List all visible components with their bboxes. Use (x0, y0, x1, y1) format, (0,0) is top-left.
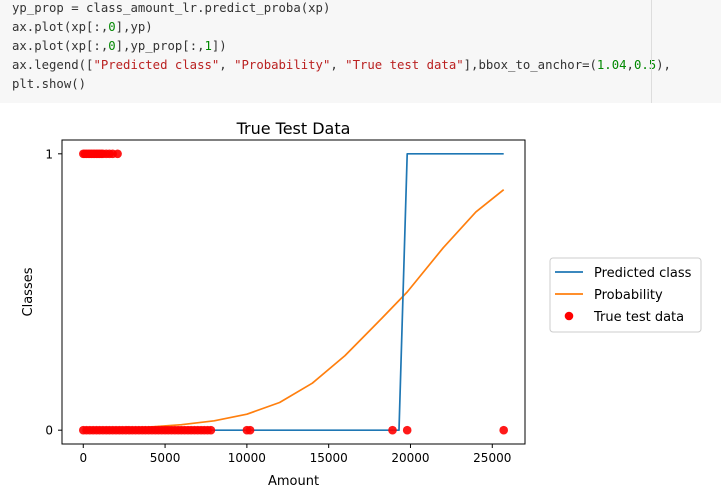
code-number-token: 0 (108, 39, 116, 53)
true-test-data-point (402, 425, 412, 435)
code-token: plt.show() (12, 77, 87, 91)
plot-frame (61, 139, 526, 445)
code-divider (651, 0, 652, 103)
code-line: ax.plot(xp[:,0],yp) (12, 18, 153, 37)
true-test-data-point (388, 425, 397, 435)
code-number-token: 1.04 (596, 58, 627, 72)
y-tick-label: 1 (45, 147, 53, 161)
code-token: ), (656, 58, 671, 72)
chart-output: True Test Data 0 5000 10000 15000 20000 25000 0… (0, 103, 721, 491)
code-token: yp_prop = class_amount_lr.predict_proba(… (12, 1, 331, 15)
true-test-data-point (499, 425, 509, 435)
x-tick-label: 0 (79, 451, 87, 465)
true-test-data-point (245, 425, 255, 435)
true-test-data-point (206, 425, 216, 435)
legend-label: True test data (593, 310, 684, 325)
x-tick-label: 15000 (310, 451, 348, 465)
legend-swatch-marker (564, 311, 574, 321)
y-tick-label: 0 (45, 424, 53, 438)
code-line: ax.plot(xp[:,0],yp_prop[:,1]) (12, 37, 227, 56)
x-axis-label: Amount (268, 474, 319, 489)
legend-box (549, 257, 702, 333)
code-line: ax.legend(["Predicted class", "Probabili… (12, 56, 671, 75)
y-axis-label: Classes (21, 267, 36, 316)
code-token: ax.legend([ (12, 58, 94, 72)
code-number-token: 1 (204, 39, 212, 53)
x-tick-label: 10000 (228, 451, 266, 465)
chart-title: True Test Data (236, 119, 351, 138)
code-token: , (219, 58, 235, 72)
x-tick-label: 25000 (473, 451, 511, 465)
x-tick-label: 5000 (150, 451, 181, 465)
code-token: ax.plot(xp[:, (12, 39, 109, 53)
code-token: ax.plot(xp[:, (12, 20, 109, 34)
legend-label: Predicted class (594, 266, 692, 281)
predicted-class-line (83, 152, 504, 432)
code-string-token: "True test data" (345, 58, 464, 72)
code-number-token: 0.5 (633, 58, 657, 72)
code-cell[interactable]: yp_prop = class_amount_lr.predict_proba(… (0, 0, 721, 103)
code-token: ],yp_prop[:, (115, 39, 205, 53)
code-token: ],yp) (115, 20, 153, 34)
code-number-token: 0 (108, 20, 116, 34)
code-string-token: "Predicted class" (93, 58, 220, 72)
code-line: yp_prop = class_amount_lr.predict_proba(… (12, 0, 330, 18)
code-string-token: "Probability" (234, 58, 331, 72)
code-token: ]) (211, 39, 227, 53)
x-tick-label: 20000 (391, 451, 429, 465)
code-token: , (330, 58, 346, 72)
probability-line (83, 189, 505, 431)
code-token: , (626, 58, 634, 72)
true-test-data-point (113, 149, 122, 159)
code-token: ],bbox_to_anchor=( (463, 58, 597, 72)
legend-label: Probability (594, 288, 663, 303)
code-line: plt.show() (12, 75, 86, 94)
chart-svg: True Test Data 0 5000 10000 15000 20000 25000 0… (21, 119, 702, 489)
